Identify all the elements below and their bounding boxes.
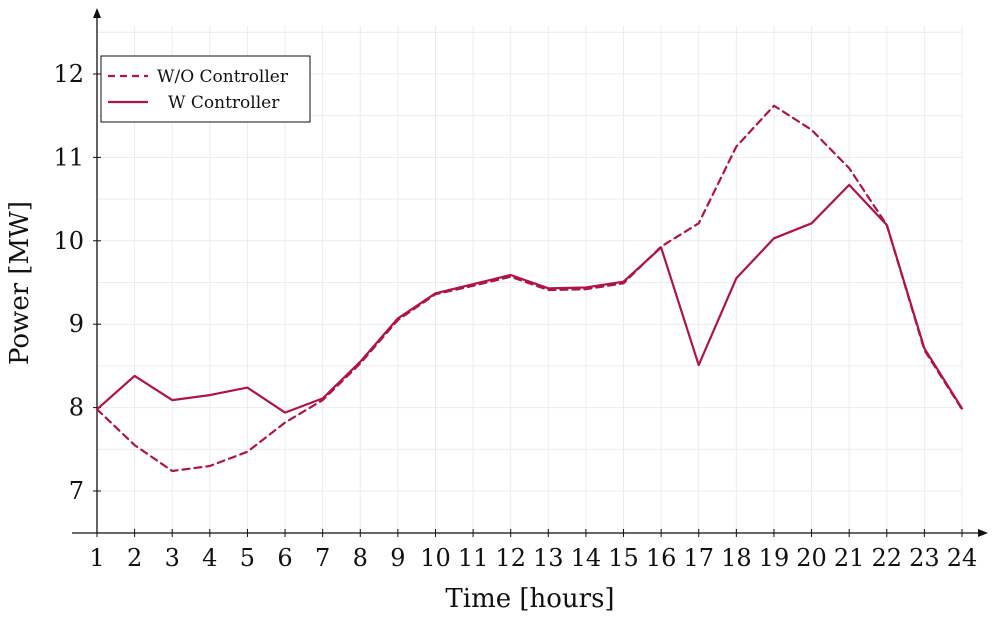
legend-label-w-controller: W Controller — [168, 93, 280, 113]
y-tick-label: 8 — [69, 394, 84, 422]
legend-box — [100, 55, 311, 123]
series-line-w-o-controller — [95, 104, 964, 473]
legend-label-wo-controller: W/O Controller — [157, 67, 289, 87]
x-tick-label: 19 — [759, 544, 790, 572]
x-tick-label: 23 — [909, 544, 940, 572]
x-tick-label: 21 — [834, 544, 865, 572]
x-tick-label: 10 — [420, 544, 451, 572]
x-tick-label: 9 — [390, 544, 405, 572]
x-tick-label: 17 — [683, 544, 714, 572]
y-axis-arrow — [93, 8, 101, 18]
x-tick-label: 14 — [571, 544, 602, 572]
y-axis-title: Power [MW] — [5, 201, 35, 365]
x-ticks: 1 2 3 4 5 6 7 8 9 10 11 12 13 14 15 16 17 18 19 20 21 22 23 24 — [89, 529, 977, 572]
x-tick-label: 6 — [277, 544, 292, 572]
y-tick-label: 12 — [53, 60, 84, 88]
x-tick-label: 16 — [646, 544, 677, 572]
y-tick-label: 10 — [53, 227, 84, 255]
x-axis-arrow — [978, 529, 988, 537]
x-axis-title: Time [hours] — [445, 584, 614, 614]
x-tick-label: 7 — [315, 544, 330, 572]
x-tick-label: 4 — [202, 544, 217, 572]
y-tick-label: 7 — [69, 477, 84, 505]
series-layer — [95, 104, 964, 473]
x-tick-label: 15 — [608, 544, 639, 572]
y-ticks: 7 8 9 10 11 12 — [53, 60, 101, 505]
x-tick-label: 12 — [495, 544, 526, 572]
y-tick-label: 11 — [53, 143, 84, 171]
series-line-w-controller — [95, 183, 964, 414]
x-tick-label: 22 — [872, 544, 903, 572]
x-tick-label: 1 — [89, 544, 104, 572]
x-tick-label: 2 — [127, 544, 142, 572]
x-tick-label: 5 — [240, 544, 255, 572]
x-tick-label: 20 — [796, 544, 827, 572]
x-tick-label: 18 — [721, 544, 752, 572]
x-tick-label: 3 — [165, 544, 180, 572]
x-tick-label: 11 — [458, 544, 489, 572]
x-tick-label: 24 — [947, 544, 978, 572]
y-tick-label: 9 — [69, 310, 84, 338]
legend: W/O Controller W Controller — [100, 55, 311, 123]
x-tick-label: 13 — [533, 544, 564, 572]
x-tick-label: 8 — [353, 544, 368, 572]
